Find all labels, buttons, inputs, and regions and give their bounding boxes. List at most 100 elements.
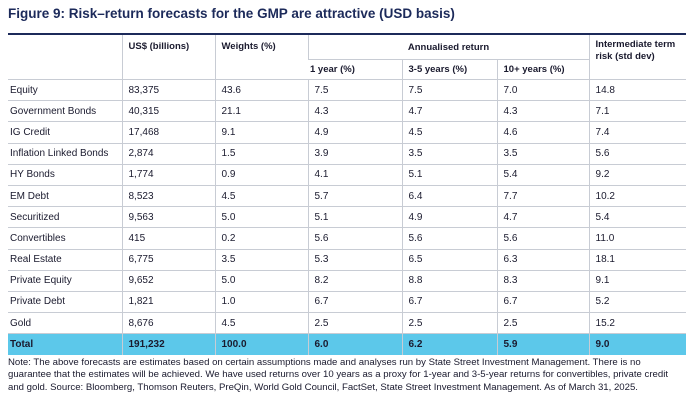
cell: 5.6 <box>588 143 687 165</box>
cell: 415 <box>121 227 215 250</box>
cell: 6.4 <box>401 185 497 208</box>
table-row: Private Equity 9,652 5.0 8.2 8.8 8.3 9.1 <box>8 270 687 292</box>
cell: 0.9 <box>214 164 308 186</box>
cell: 6.0 <box>307 333 402 355</box>
table-row: Equity 83,375 43.6 7.5 7.5 7.0 14.8 <box>8 79 687 102</box>
cell: 8.8 <box>401 270 497 292</box>
cell: 4.6 <box>496 121 590 144</box>
header-cell: Weights (%) <box>214 33 308 80</box>
header-cell: Annualised return <box>307 33 590 60</box>
row-label: Convertibles <box>8 227 122 250</box>
cell: 7.1 <box>588 100 687 123</box>
header-cell: 10+ years (%) <box>496 59 590 80</box>
row-label: Gold <box>8 312 122 335</box>
header-cell: US$ (billions) <box>121 33 215 80</box>
cell: 4.5 <box>401 121 497 144</box>
cell: 9,652 <box>121 270 215 292</box>
cell: 83,375 <box>121 79 215 102</box>
cell: 3.9 <box>307 143 402 165</box>
header-cell: Intermediate term risk (std dev) <box>588 33 687 80</box>
header-cell: 1 year (%) <box>308 59 402 80</box>
header-cell <box>8 33 122 80</box>
cell: 5.1 <box>307 206 402 229</box>
cell: 7.4 <box>588 121 687 144</box>
cell: 0.2 <box>214 227 308 250</box>
row-label: Equity <box>8 79 122 102</box>
title: Figure 9: Risk–return forecasts for the … <box>8 6 455 21</box>
cell: 4.3 <box>496 100 590 123</box>
cell: 10.2 <box>588 185 687 208</box>
cell: 4.5 <box>214 185 308 208</box>
table-row: Government Bonds 40,315 21.1 4.3 4.7 4.3 7.1 <box>8 100 687 123</box>
cell: 5.4 <box>588 206 687 229</box>
row-label: IG Credit <box>8 121 122 144</box>
cell: 9.0 <box>588 333 687 355</box>
cell: 3.5 <box>214 249 308 271</box>
table-row: Gold 8,676 4.5 2.5 2.5 2.5 15.2 <box>8 312 687 335</box>
cell: 9,563 <box>121 206 215 229</box>
cell: 4.7 <box>401 100 497 123</box>
cell: 5.2 <box>588 291 687 314</box>
cell: 9.1 <box>588 270 687 292</box>
cell: 4.9 <box>307 121 402 144</box>
cell: 5.6 <box>307 227 402 250</box>
cell: 5.6 <box>401 227 497 250</box>
cell: 1.0 <box>214 291 308 314</box>
total-row: Total 191,232 100.0 6.0 6.2 5.9 9.0 <box>8 333 687 355</box>
cell: 4.9 <box>401 206 497 229</box>
cell: 2,874 <box>121 143 215 165</box>
cell: 2.5 <box>401 312 497 335</box>
cell: 4.1 <box>307 164 402 186</box>
table-row: Real Estate 6,775 3.5 5.3 6.5 6.3 18.1 <box>8 249 687 271</box>
header-cell: 3-5 years (%) <box>401 59 497 80</box>
cell: 4.7 <box>496 206 590 229</box>
cell: 4.5 <box>214 312 308 335</box>
cell: 7.0 <box>496 79 590 102</box>
cell: 5.0 <box>214 206 308 229</box>
cell: 2.5 <box>307 312 402 335</box>
cell: 7.5 <box>307 79 402 102</box>
cell: 6.2 <box>401 333 497 355</box>
table-row: Securitized 9,563 5.0 5.1 4.9 4.7 5.4 <box>8 206 687 229</box>
cell: 2.5 <box>496 312 590 335</box>
cell: 6.7 <box>401 291 497 314</box>
table-body: Equity 83,375 43.6 7.5 7.5 7.0 14.8 Government … <box>8 79 687 355</box>
row-label: EM Debt <box>8 185 122 208</box>
cell: 9.1 <box>214 121 308 144</box>
cell: 11.0 <box>588 227 687 250</box>
cell: 3.5 <box>496 143 590 165</box>
cell: 5.0 <box>214 270 308 292</box>
cell: 1.5 <box>214 143 308 165</box>
table-row: Convertibles 415 0.2 5.6 5.6 5.6 11.0 <box>8 227 687 250</box>
table-row: IG Credit 17,468 9.1 4.9 4.5 4.6 7.4 <box>8 121 687 144</box>
cell: 8,676 <box>121 312 215 335</box>
cell: 5.3 <box>307 249 402 271</box>
cell: 17,468 <box>121 121 215 144</box>
cell: 15.2 <box>588 312 687 335</box>
cell: 8.2 <box>307 270 402 292</box>
table-row: Private Debt 1,821 1.0 6.7 6.7 6.7 5.2 <box>8 291 687 314</box>
cell: 8.3 <box>496 270 590 292</box>
table-row: Inflation Linked Bonds 2,874 1.5 3.9 3.5 3.5 5… <box>8 143 687 165</box>
row-label: Government Bonds <box>8 100 122 123</box>
cell: 5.1 <box>401 164 497 186</box>
cell: 9.2 <box>588 164 687 186</box>
cell: 7.7 <box>496 185 590 208</box>
cell: 1,774 <box>121 164 215 186</box>
table-row: EM Debt 8,523 4.5 5.7 6.4 7.7 10.2 <box>8 185 687 208</box>
row-label: Inflation Linked Bonds <box>8 143 122 165</box>
cell: 21.1 <box>214 100 308 123</box>
cell: 100.0 <box>214 333 308 355</box>
cell: 7.5 <box>401 79 497 102</box>
cell: 3.5 <box>401 143 497 165</box>
cell: 8,523 <box>121 185 215 208</box>
cell: 6.7 <box>496 291 590 314</box>
cell: 5.4 <box>496 164 590 186</box>
row-label: Securitized <box>8 206 122 229</box>
cell: 5.7 <box>307 185 402 208</box>
row-label: Private Debt <box>8 291 122 314</box>
cell: 1,821 <box>121 291 215 314</box>
cell: 191,232 <box>121 333 215 355</box>
table: US$ (billions) Weights (%) Annualised re… <box>8 33 687 355</box>
header-row: 1 year (%) 3-5 years (%) 10+ years (%) <box>8 59 686 80</box>
